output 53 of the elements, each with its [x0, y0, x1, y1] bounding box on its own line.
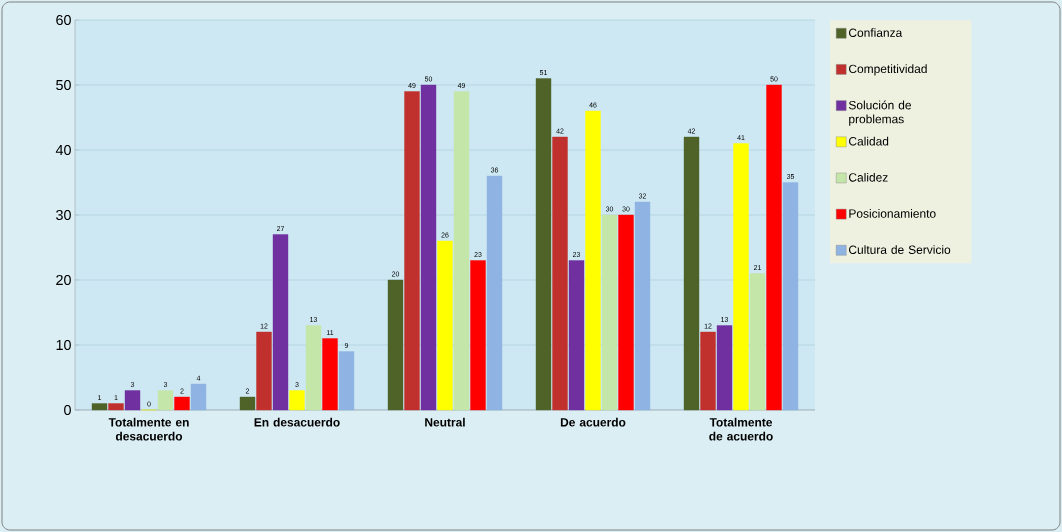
bar: [634, 201, 651, 411]
bar: [174, 396, 190, 411]
legend-label: Competitividad: [849, 64, 927, 76]
bar: [322, 338, 338, 411]
bar: [470, 260, 486, 411]
legend-label: Cultura de Servicio: [849, 245, 951, 254]
bar: [437, 240, 453, 411]
bar: [91, 403, 108, 411]
bar: [157, 390, 174, 411]
y-tick-label: 20: [56, 274, 71, 286]
bar: [601, 214, 618, 411]
bar: [108, 403, 124, 411]
bar: [272, 234, 289, 411]
bar: [749, 273, 766, 411]
legend-label: Calidad: [849, 136, 889, 146]
y-tick-label: 50: [56, 79, 71, 91]
bar: [700, 331, 716, 411]
bar: [338, 351, 355, 411]
bar: [124, 390, 141, 411]
bar: [190, 383, 207, 411]
bar: [486, 175, 503, 411]
y-tick-label: 10: [56, 339, 71, 351]
x-tick-label: Neutral: [425, 417, 465, 427]
legend-label: Calidez: [849, 172, 888, 182]
bar: [552, 136, 568, 411]
bar: [453, 91, 470, 411]
bar: [256, 331, 272, 411]
bar: [305, 325, 322, 411]
x-tick-label: De acuerdo: [560, 417, 626, 427]
legend-label: Confianza: [849, 28, 903, 37]
legend-label: Posicionamiento: [849, 209, 936, 218]
bar: [420, 84, 437, 411]
bar: [782, 182, 799, 411]
x-tick-label: Totalmente de acuerdo: [709, 417, 773, 441]
x-tick-label: Totalmente en desacuerdo: [108, 417, 189, 441]
bar: [618, 214, 634, 411]
y-tick-label: 40: [55, 144, 71, 156]
y-tick-label: 0: [64, 404, 71, 416]
y-tick-label: 60: [56, 14, 71, 26]
bar: [733, 143, 749, 411]
legend-label: Solución de problemas: [848, 100, 911, 126]
x-tick-label: En desacuerdo: [254, 417, 340, 427]
bar: [289, 390, 305, 411]
bar: [716, 325, 733, 411]
y-tick-label: 30: [56, 209, 71, 221]
bar: [387, 279, 404, 411]
bar: [683, 136, 700, 411]
bar: [568, 260, 585, 411]
bar: [404, 91, 420, 411]
bar: [766, 84, 782, 411]
bar: [239, 396, 256, 411]
bar: [585, 110, 601, 411]
bar: [535, 78, 552, 411]
